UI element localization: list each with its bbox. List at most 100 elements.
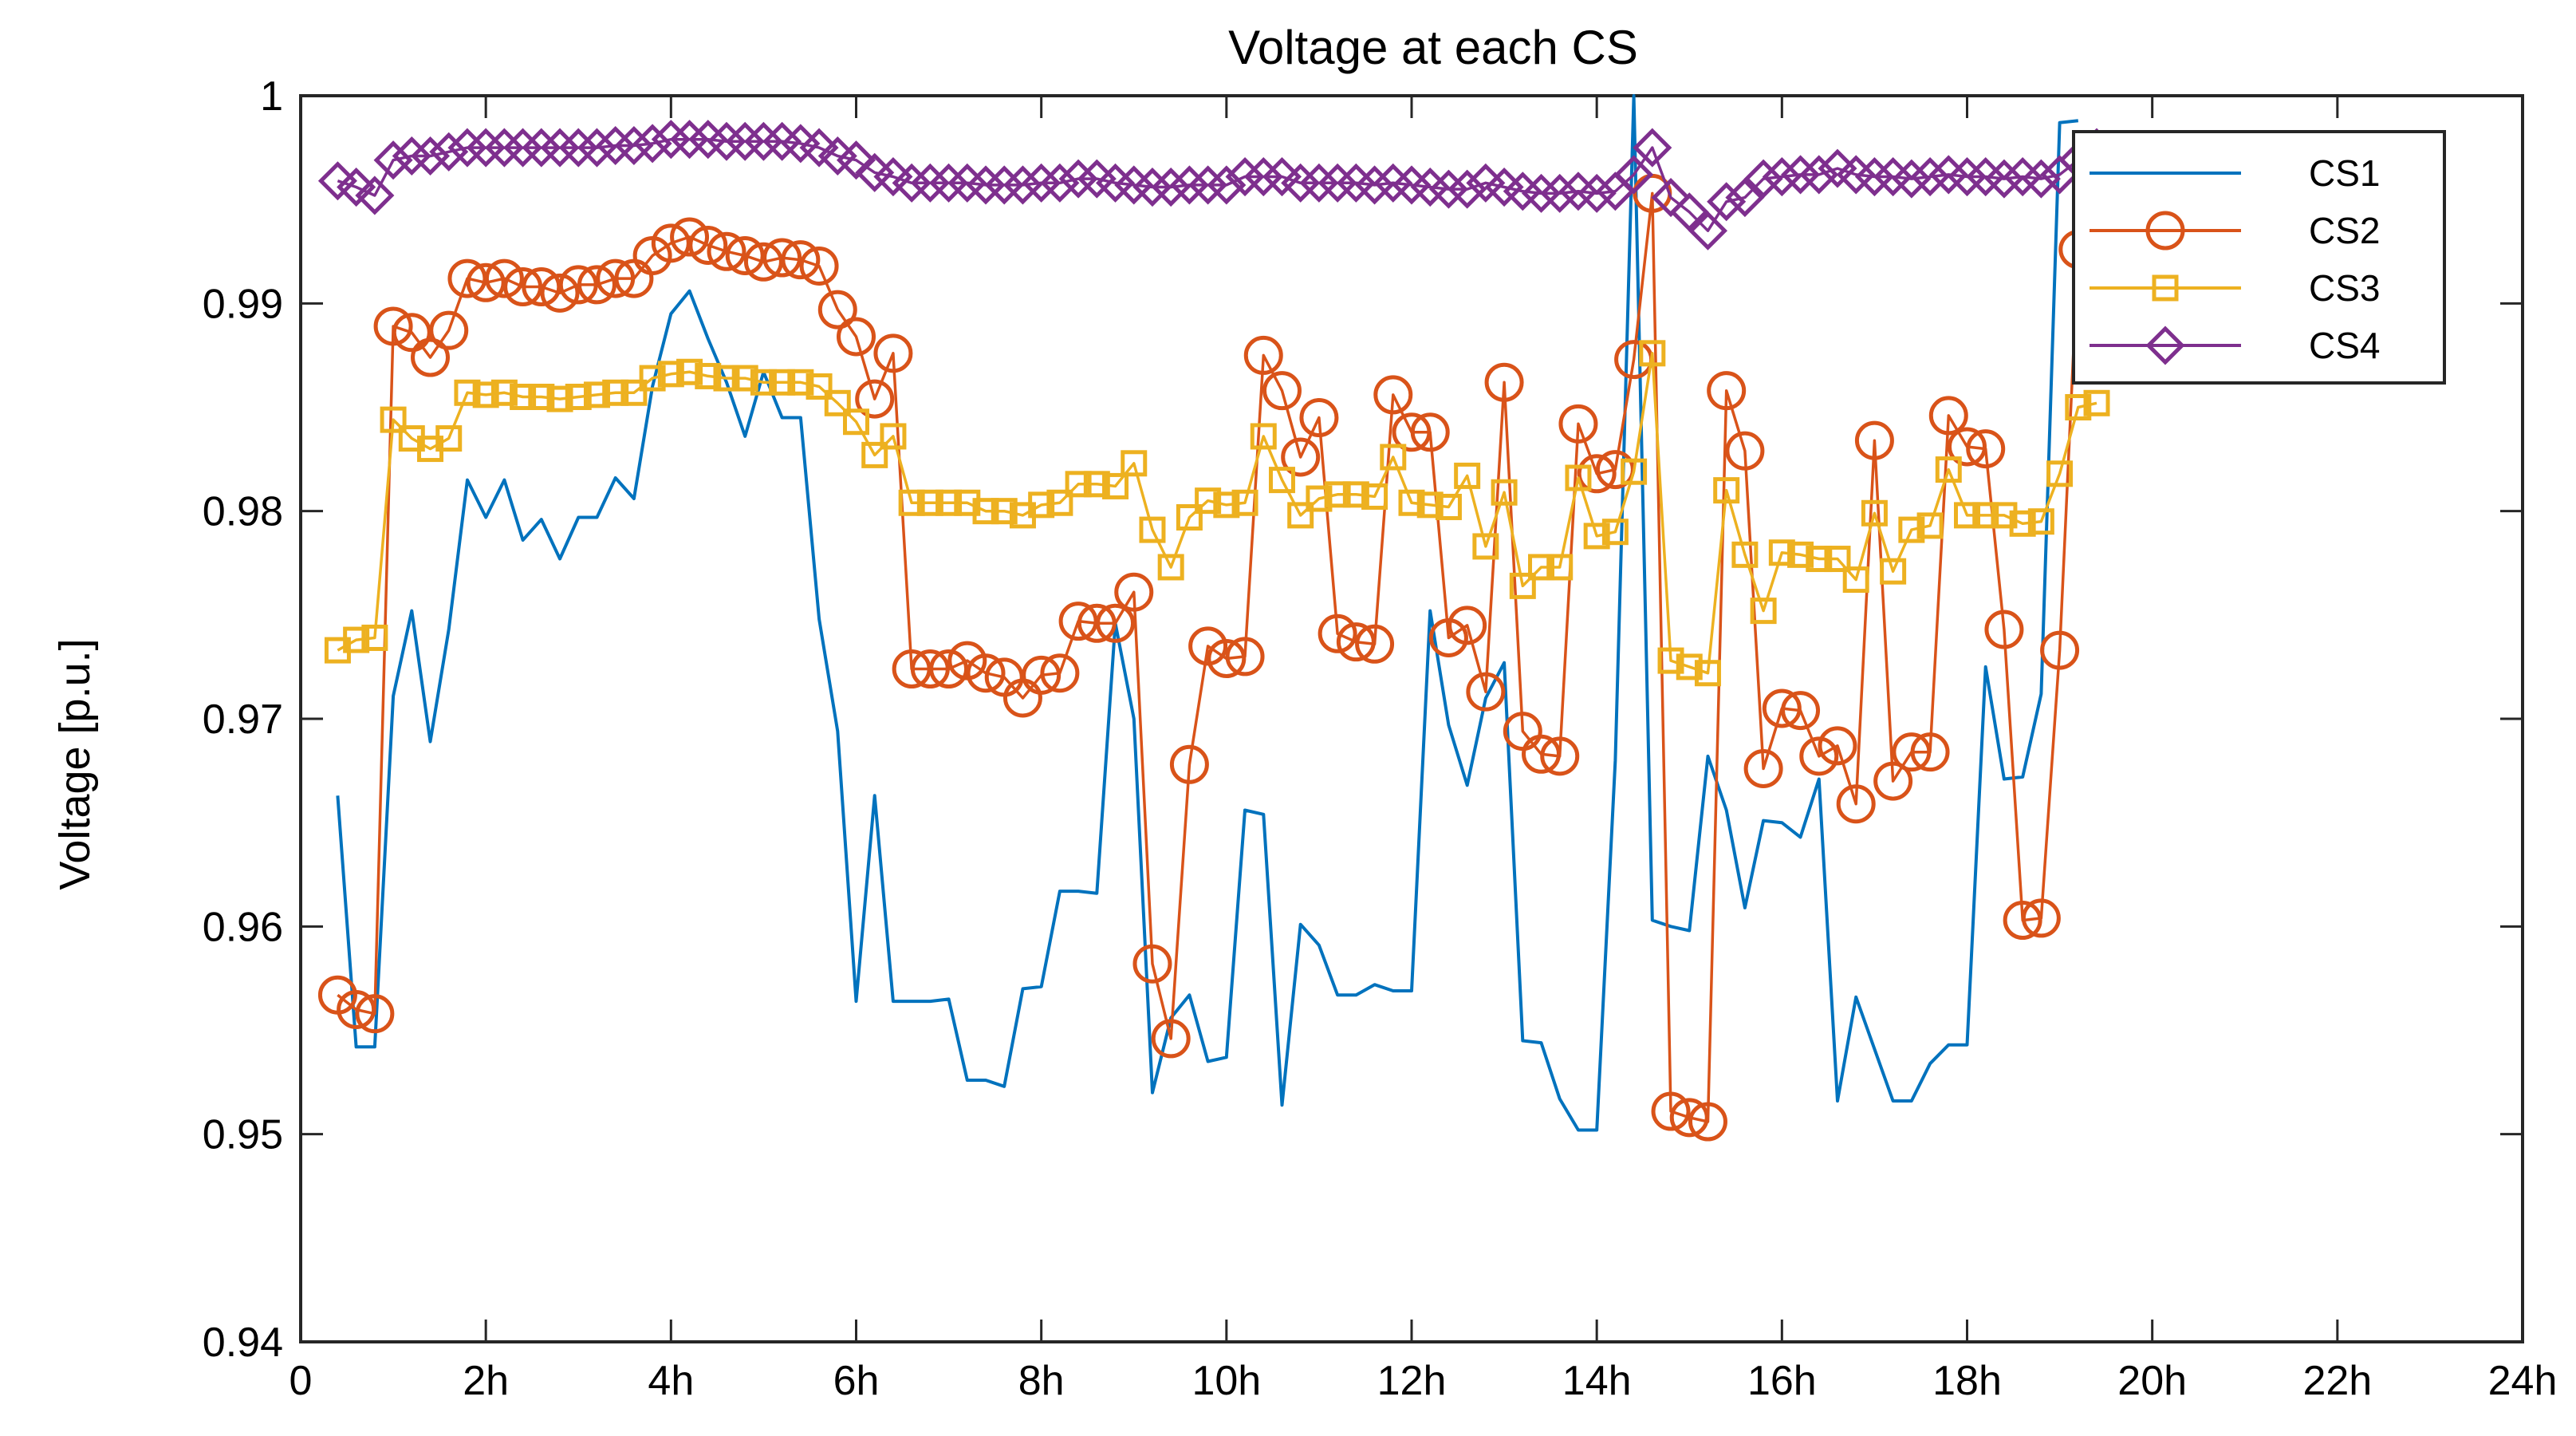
data-point-cs3 (1750, 598, 1777, 625)
data-point-cs4 (1207, 165, 1247, 205)
data-point-cs2 (1262, 371, 1302, 411)
data-point-cs4 (1707, 182, 1747, 222)
data-point-cs2 (1966, 429, 2006, 469)
data-point-cs3 (1139, 516, 1166, 543)
data-point-cs2 (1466, 672, 1506, 712)
data-point-cs2 (1151, 1019, 1191, 1059)
x-tick-label: 18h (1932, 1358, 2002, 1404)
y-tick-label: 0.95 (203, 1112, 283, 1158)
data-point-cs2 (1688, 1102, 1727, 1142)
data-point-cs3 (991, 498, 1018, 525)
data-point-cs3 (1250, 423, 1277, 450)
data-point-cs3 (2009, 510, 2036, 537)
data-point-cs4 (707, 121, 746, 161)
data-point-cs2 (1281, 437, 1321, 477)
series-cs4 (317, 120, 2117, 251)
data-point-cs3 (898, 489, 925, 516)
data-point-cs3 (731, 365, 758, 392)
data-point-cs3 (472, 381, 499, 408)
legend-label-cs2: CS2 (2309, 210, 2380, 251)
data-point-cs3 (565, 383, 592, 410)
data-point-cs3 (620, 379, 648, 406)
data-point-cs3 (343, 626, 370, 653)
data-point-cs3 (510, 383, 537, 410)
data-point-cs4 (1428, 169, 1468, 209)
data-point-cs2 (1892, 732, 1932, 772)
data-point-cs2 (466, 262, 506, 302)
data-point-cs2 (688, 225, 728, 265)
data-point-cs2 (873, 333, 913, 373)
data-point-cs3 (1713, 477, 1740, 504)
data-point-cs4 (725, 121, 765, 161)
data-point-cs4 (1058, 159, 1098, 199)
data-point-cs2 (1040, 653, 1080, 693)
data-point-cs3 (880, 423, 907, 450)
data-point-cs3 (1972, 502, 1999, 529)
data-point-cs4 (337, 168, 376, 207)
data-point-cs2 (1984, 610, 2024, 649)
data-point-cs3 (935, 489, 963, 516)
data-point-cs3 (1509, 572, 1536, 599)
data-point-cs3 (1342, 481, 1369, 508)
data-point-cs3 (1231, 489, 1258, 516)
data-point-cs3 (695, 362, 722, 389)
data-point-cs3 (1806, 546, 1833, 573)
data-point-cs2 (743, 242, 783, 282)
data-point-cs3 (861, 441, 888, 468)
data-point-cs2 (1410, 412, 1450, 452)
data-point-cs4 (1521, 173, 1562, 213)
data-point-cs2 (1873, 761, 1913, 801)
data-point-cs2 (1651, 1091, 1691, 1131)
data-point-cs4 (1669, 192, 1709, 232)
data-point-cs3 (843, 408, 869, 436)
data-point-cs2 (540, 273, 580, 313)
data-point-cs3 (1861, 499, 1888, 527)
data-point-cs3 (380, 406, 407, 433)
data-point-cs2 (1836, 784, 1876, 824)
data-point-cs3 (2046, 460, 2074, 487)
x-tick-label: 4h (648, 1358, 694, 1404)
data-point-cs2 (596, 258, 636, 298)
data-point-cs2 (429, 310, 469, 350)
data-point-cs4 (1762, 156, 1802, 197)
data-point-cs4 (503, 128, 543, 168)
series-cs2 (317, 173, 2117, 1142)
data-point-cs3 (454, 379, 481, 406)
data-point-cs3 (916, 489, 943, 516)
data-point-cs2 (337, 989, 376, 1029)
data-point-cs4 (1799, 155, 1839, 195)
y-axis-label: Voltage [p.u.] (51, 638, 99, 890)
data-point-cs3 (1268, 467, 1295, 494)
data-point-cs4 (429, 132, 469, 172)
data-point-cs2 (1225, 637, 1265, 677)
data-point-cs4 (1299, 163, 1339, 203)
data-point-cs2 (799, 246, 839, 286)
data-point-cs2 (558, 265, 598, 305)
data-point-cs4 (596, 125, 636, 166)
data-point-cs3 (1472, 533, 1499, 560)
data-point-cs2 (1522, 734, 1562, 774)
data-point-cs2 (392, 313, 431, 353)
data-point-cs4 (799, 128, 839, 168)
data-point-cs3 (1787, 541, 1814, 568)
data-point-cs2 (1077, 603, 1117, 643)
data-point-cs3 (769, 369, 796, 396)
data-point-cs3 (490, 379, 518, 406)
data-point-cs2 (1058, 602, 1098, 641)
data-point-cs4 (1892, 159, 1932, 199)
data-point-cs4 (540, 128, 580, 168)
data-point-cs3 (1565, 464, 1592, 491)
data-point-cs2 (1022, 655, 1062, 695)
data-point-cs2 (725, 235, 765, 275)
data-point-cs4 (836, 140, 876, 180)
data-point-cs3 (1157, 554, 1184, 581)
data-point-cs2 (1207, 639, 1247, 679)
series-cs3 (324, 340, 2110, 687)
data-point-cs2 (373, 306, 413, 346)
data-point-cs2 (817, 290, 857, 329)
data-point-cs2 (1948, 427, 1987, 467)
data-point-cs2 (1243, 335, 1283, 375)
data-point-cs3 (676, 358, 703, 385)
data-point-cs4 (1743, 159, 1783, 199)
legend-label-cs1: CS1 (2309, 152, 2380, 194)
